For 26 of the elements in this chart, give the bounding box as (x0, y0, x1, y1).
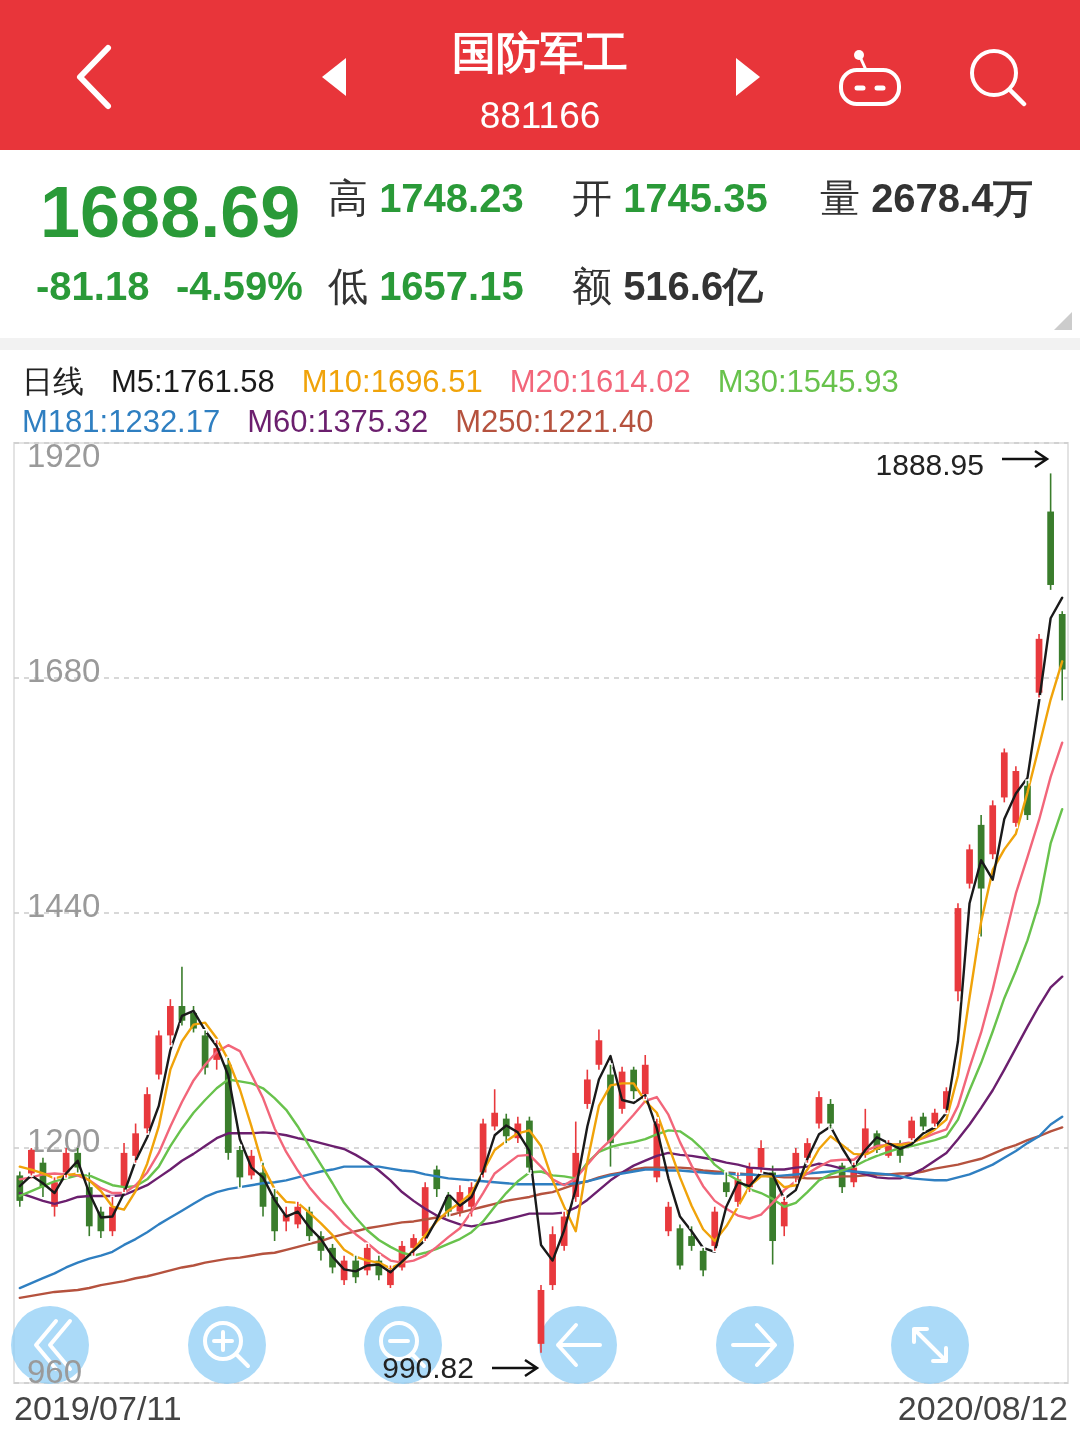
text: M181:1232.17 (22, 404, 221, 439)
legend-title: 日线 (22, 364, 84, 399)
text: 额 516.6亿 (572, 264, 765, 308)
text: M60:1375.32 (247, 404, 429, 439)
text: M10:1696.51 (301, 364, 483, 399)
text: M30:1545.93 (717, 364, 899, 399)
text: -4.59% (176, 264, 303, 308)
text: 2020/08/12 (897, 1389, 1068, 1427)
text: -81.18 (36, 264, 150, 308)
text: M20:1614.02 (509, 364, 691, 399)
annotation: 990.82 (382, 1351, 474, 1384)
text: M5:1761.58 (111, 364, 275, 399)
text: 2019/07/11 (14, 1389, 182, 1427)
chart-subtitle: 881166 (479, 95, 601, 136)
y-tick-label: 1200 (27, 1122, 101, 1159)
y-tick-label: 1920 (27, 437, 101, 474)
chart-title: 国防军工 (452, 28, 628, 77)
text: 开 1745.35 (572, 176, 768, 220)
text: 高 1748.23 (328, 176, 524, 220)
text: 量 2678.4万 (820, 176, 1034, 220)
text: 1688.69 (40, 172, 301, 252)
text: 低 1657.15 (328, 264, 524, 308)
y-tick-label: 1440 (27, 887, 101, 924)
y-tick-label: 1680 (27, 652, 101, 689)
text: M250:1221.40 (455, 404, 654, 439)
annotation: 1888.95 (875, 448, 984, 481)
